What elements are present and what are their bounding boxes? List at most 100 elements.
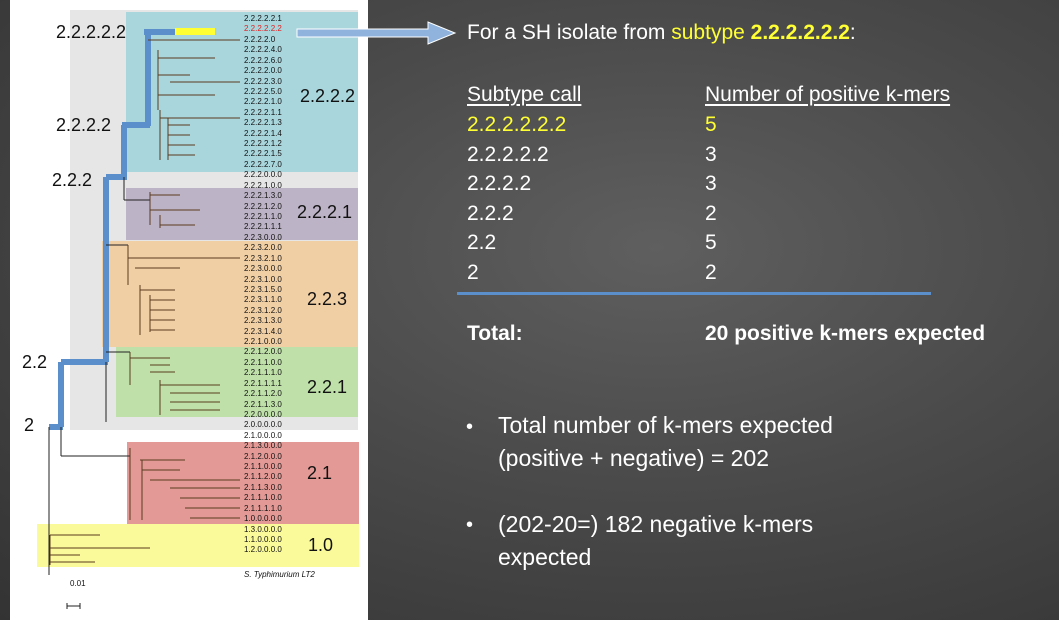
- table-cell-positive-kmers: 5: [705, 113, 717, 136]
- leaf-label: 2.2.2.2.1.1: [244, 108, 282, 117]
- leaf-label: 2.1.1.0.0.0: [244, 462, 282, 471]
- table-cell-subtype-call: 2: [467, 261, 479, 284]
- leaf-label: 2.2.0.0.0.0: [244, 410, 282, 419]
- table-cell-subtype-call: 2.2: [467, 231, 497, 254]
- leaf-label: 2.2.2.2.1.4: [244, 129, 282, 138]
- bullet-2-line-1: (202-20=) 182 negative k-mers: [498, 511, 814, 537]
- total-label: Total:: [467, 322, 523, 345]
- leaf-label: 2.2.2.2.0.0: [244, 66, 282, 75]
- clade-label-2-2-1: 2.2.1: [307, 377, 348, 397]
- leaf-label: 2.2.3.1.5.0: [244, 285, 282, 294]
- bullet-dot-2: •: [466, 514, 474, 536]
- table-header-subtype-call: Subtype call: [467, 83, 582, 106]
- bullet-dot-1: •: [466, 416, 474, 438]
- clade-label-2-1: 2.1: [307, 463, 333, 483]
- clade-label-2-2: 2.2: [22, 352, 48, 372]
- leaf-label: 2.1.2.0.0.0: [244, 452, 282, 461]
- table-header-positive-kmers: Number of positive k-mers: [705, 83, 951, 106]
- table-cell-positive-kmers: 5: [705, 231, 717, 254]
- leaf-label: 2.2.2.2.6.0: [244, 56, 282, 65]
- leaf-label: 1.3.0.0.0.0: [244, 525, 282, 534]
- leaf-label: 2.1.3.0.0.0: [244, 441, 282, 450]
- tree-branches: [48, 177, 150, 609]
- leaf-label: 2.2.2.2.5.0: [244, 87, 282, 96]
- leaf-label: 2.1.1.3.0.0: [244, 483, 282, 492]
- leaf-label: 2.2.2.2.4.0: [244, 45, 282, 54]
- table-cell-subtype-call: 2.2.2: [467, 202, 514, 225]
- leaf-label: 2.2.2.2.1.2: [244, 139, 282, 148]
- bullet-1-line-2: (positive + negative) = 202: [498, 445, 770, 471]
- leaf-label: 2.2.2.1.3.0: [244, 191, 282, 200]
- leaf-label: 2.2.3.1.1.0: [244, 295, 282, 304]
- pointer-arrow: [296, 21, 457, 45]
- table-cell-positive-kmers: 3: [705, 143, 717, 166]
- clade-box-2-2-1: [116, 347, 358, 417]
- table-cell-subtype-call: 2.2.2.2.2: [467, 143, 549, 166]
- leaf-label: 2.2.3.0.0.0: [244, 233, 282, 242]
- leaf-label: 2.2.2.1.1.1: [244, 222, 282, 231]
- leaf-label: 2.1.1.1.0.0: [244, 493, 282, 502]
- clade-label-2: 2: [24, 415, 35, 435]
- highlighted-branch: [175, 28, 215, 35]
- subtree-branches: [49, 39, 240, 565]
- leaf-label: S. Typhimurium LT2: [244, 570, 315, 579]
- phylogenetic-tree-panel: 2.2.2.2.2 2.2.2.2 2.2.2 2.2 2 2.2.2.2 2.…: [10, 0, 368, 620]
- leaf-label: 2.2.2.2.1.3: [244, 118, 282, 127]
- leaf-label: 2.2.2.2.1.5: [244, 149, 282, 158]
- heading-suffix: :: [849, 21, 856, 44]
- clade-box-1-0: [37, 524, 359, 567]
- table-cell-positive-kmers: 2: [705, 202, 717, 225]
- leaf-label: 2.2.2.2.1.0: [244, 97, 282, 106]
- heading-subtype-word: subtype: [671, 21, 745, 44]
- leaf-label: 2.2.2.1.2.0: [244, 202, 282, 211]
- leaf-label: 2.2.3.2.0.0: [244, 243, 282, 252]
- bullet-1-line-1: Total number of k-mers expected: [498, 412, 833, 438]
- leaf-label: 2.2.2.2.0: [244, 35, 276, 44]
- scale-bar-label: 0.01: [70, 579, 86, 588]
- leaf-label: 1.2.0.0.0.0: [244, 545, 282, 554]
- total-value: 20 positive k-mers expected: [705, 322, 986, 345]
- clade-label-2-2-2-2-box: 2.2.2.2: [300, 86, 356, 106]
- leaf-label: 2.2.2.2.7.0: [244, 160, 282, 169]
- leaf-label: 2.2.1.1.1.1: [244, 379, 282, 388]
- leaf-label: 2.2.3.1.0.0: [244, 275, 282, 284]
- leaf-label: 2.2.2.0.0.0: [244, 170, 282, 179]
- leaf-label: 2.2.3.1.3.0: [244, 316, 282, 325]
- leaf-label: 2.0.0.0.0.0: [244, 420, 282, 429]
- table-cell-positive-kmers: 3: [705, 172, 717, 195]
- leaf-label: 2.2.2.1.0.0: [244, 181, 282, 190]
- heading-prefix: For a SH isolate from: [467, 21, 666, 44]
- leaf-label: 2.2.2.2.2.2: [244, 24, 282, 33]
- leaf-label: 2.1.1.2.0.0: [244, 472, 282, 481]
- table-cell-subtype-call: 2.2.2.2: [467, 172, 532, 195]
- leaf-label: 2.2.1.1.3.0: [244, 400, 282, 409]
- leaf-label: 1.1.0.0.0.0: [244, 535, 282, 544]
- clade-box-2-2-2-2: [126, 12, 358, 172]
- table-cell-subtype-call: 2.2.2.2.2.2: [467, 113, 567, 136]
- clade-label-2-2-3: 2.2.3: [307, 289, 348, 309]
- leaf-label: 2.2.1.0.0.0: [244, 337, 282, 346]
- leaf-label: 2.2.2.2.3.0: [244, 77, 282, 86]
- heading: For a SH isolate from subtype 2.2.2.2.2.…: [467, 21, 856, 45]
- leaf-label: 2.1.1.1.1.0: [244, 504, 282, 513]
- leaf-label: 2.2.3.2.1.0: [244, 254, 282, 263]
- clade-label-2-2-2-2-outer: 2.2.2.2: [56, 115, 112, 135]
- clade-box-2-2-3: [102, 241, 358, 347]
- bullet-2-line-2: expected: [498, 544, 592, 570]
- leaf-label: 2.2.1.1.1.0: [244, 368, 282, 377]
- heading-subtype-value: 2.2.2.2.2.2: [750, 21, 850, 44]
- table-cell-positive-kmers: 2: [705, 261, 717, 284]
- leaf-label: 2.2.2.2.2.1: [244, 14, 282, 23]
- leaf-label: 2.2.2.1.1.0: [244, 212, 282, 221]
- clade-label-1-0: 1.0: [308, 535, 334, 555]
- leaf-label: 2.2.1.1.0.0: [244, 358, 282, 367]
- leaf-label: 2.1.0.0.0.0: [244, 431, 282, 440]
- leaf-label: 2.2.3.1.4.0: [244, 327, 282, 336]
- clade-box-2-2-2-1: [126, 188, 358, 240]
- clade-box-2-1: [127, 442, 359, 525]
- clade-label-2-2-2-2-2: 2.2.2.2.2: [56, 22, 127, 42]
- leaf-label: 2.2.3.0.0.0: [244, 264, 282, 273]
- leaf-label: 2.2.1.1.2.0: [244, 389, 282, 398]
- table-divider: [457, 292, 931, 295]
- leaf-label: 2.2.1.2.0.0: [244, 347, 282, 356]
